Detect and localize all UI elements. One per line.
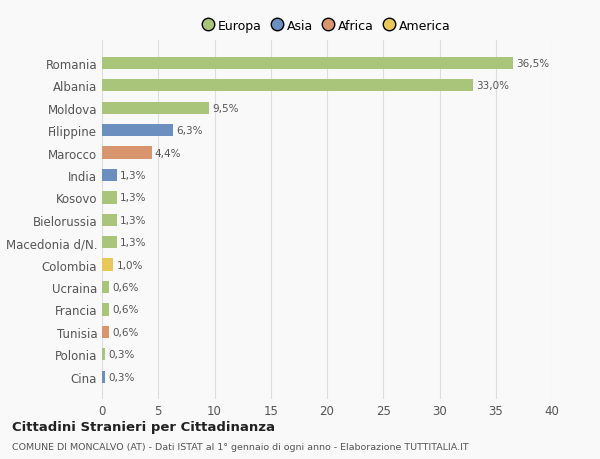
- Text: 0,6%: 0,6%: [112, 282, 139, 292]
- Bar: [102, 371, 106, 383]
- Bar: [102, 259, 113, 271]
- Bar: [102, 125, 173, 137]
- Bar: [102, 169, 116, 182]
- Bar: [102, 281, 109, 294]
- Bar: [102, 80, 473, 92]
- Text: 4,4%: 4,4%: [155, 148, 181, 158]
- Text: 1,3%: 1,3%: [120, 238, 146, 248]
- Bar: [102, 147, 152, 159]
- Text: 1,3%: 1,3%: [120, 193, 146, 203]
- Text: Cittadini Stranieri per Cittadinanza: Cittadini Stranieri per Cittadinanza: [12, 420, 275, 433]
- Text: COMUNE DI MONCALVO (AT) - Dati ISTAT al 1° gennaio di ogni anno - Elaborazione T: COMUNE DI MONCALVO (AT) - Dati ISTAT al …: [12, 442, 469, 451]
- Text: 1,0%: 1,0%: [116, 260, 143, 270]
- Text: 33,0%: 33,0%: [476, 81, 509, 91]
- Text: 0,3%: 0,3%: [109, 372, 135, 382]
- Text: 1,3%: 1,3%: [120, 171, 146, 180]
- Bar: [102, 57, 512, 70]
- Bar: [102, 102, 209, 115]
- Text: 0,3%: 0,3%: [109, 350, 135, 359]
- Text: 0,6%: 0,6%: [112, 305, 139, 315]
- Text: 6,3%: 6,3%: [176, 126, 203, 136]
- Bar: [102, 304, 109, 316]
- Text: 36,5%: 36,5%: [516, 59, 549, 69]
- Bar: [102, 214, 116, 226]
- Bar: [102, 326, 109, 338]
- Text: 0,6%: 0,6%: [112, 327, 139, 337]
- Bar: [102, 236, 116, 249]
- Text: 1,3%: 1,3%: [120, 215, 146, 225]
- Bar: [102, 192, 116, 204]
- Legend: Europa, Asia, Africa, America: Europa, Asia, Africa, America: [200, 17, 454, 35]
- Bar: [102, 348, 106, 361]
- Text: 9,5%: 9,5%: [212, 103, 239, 113]
